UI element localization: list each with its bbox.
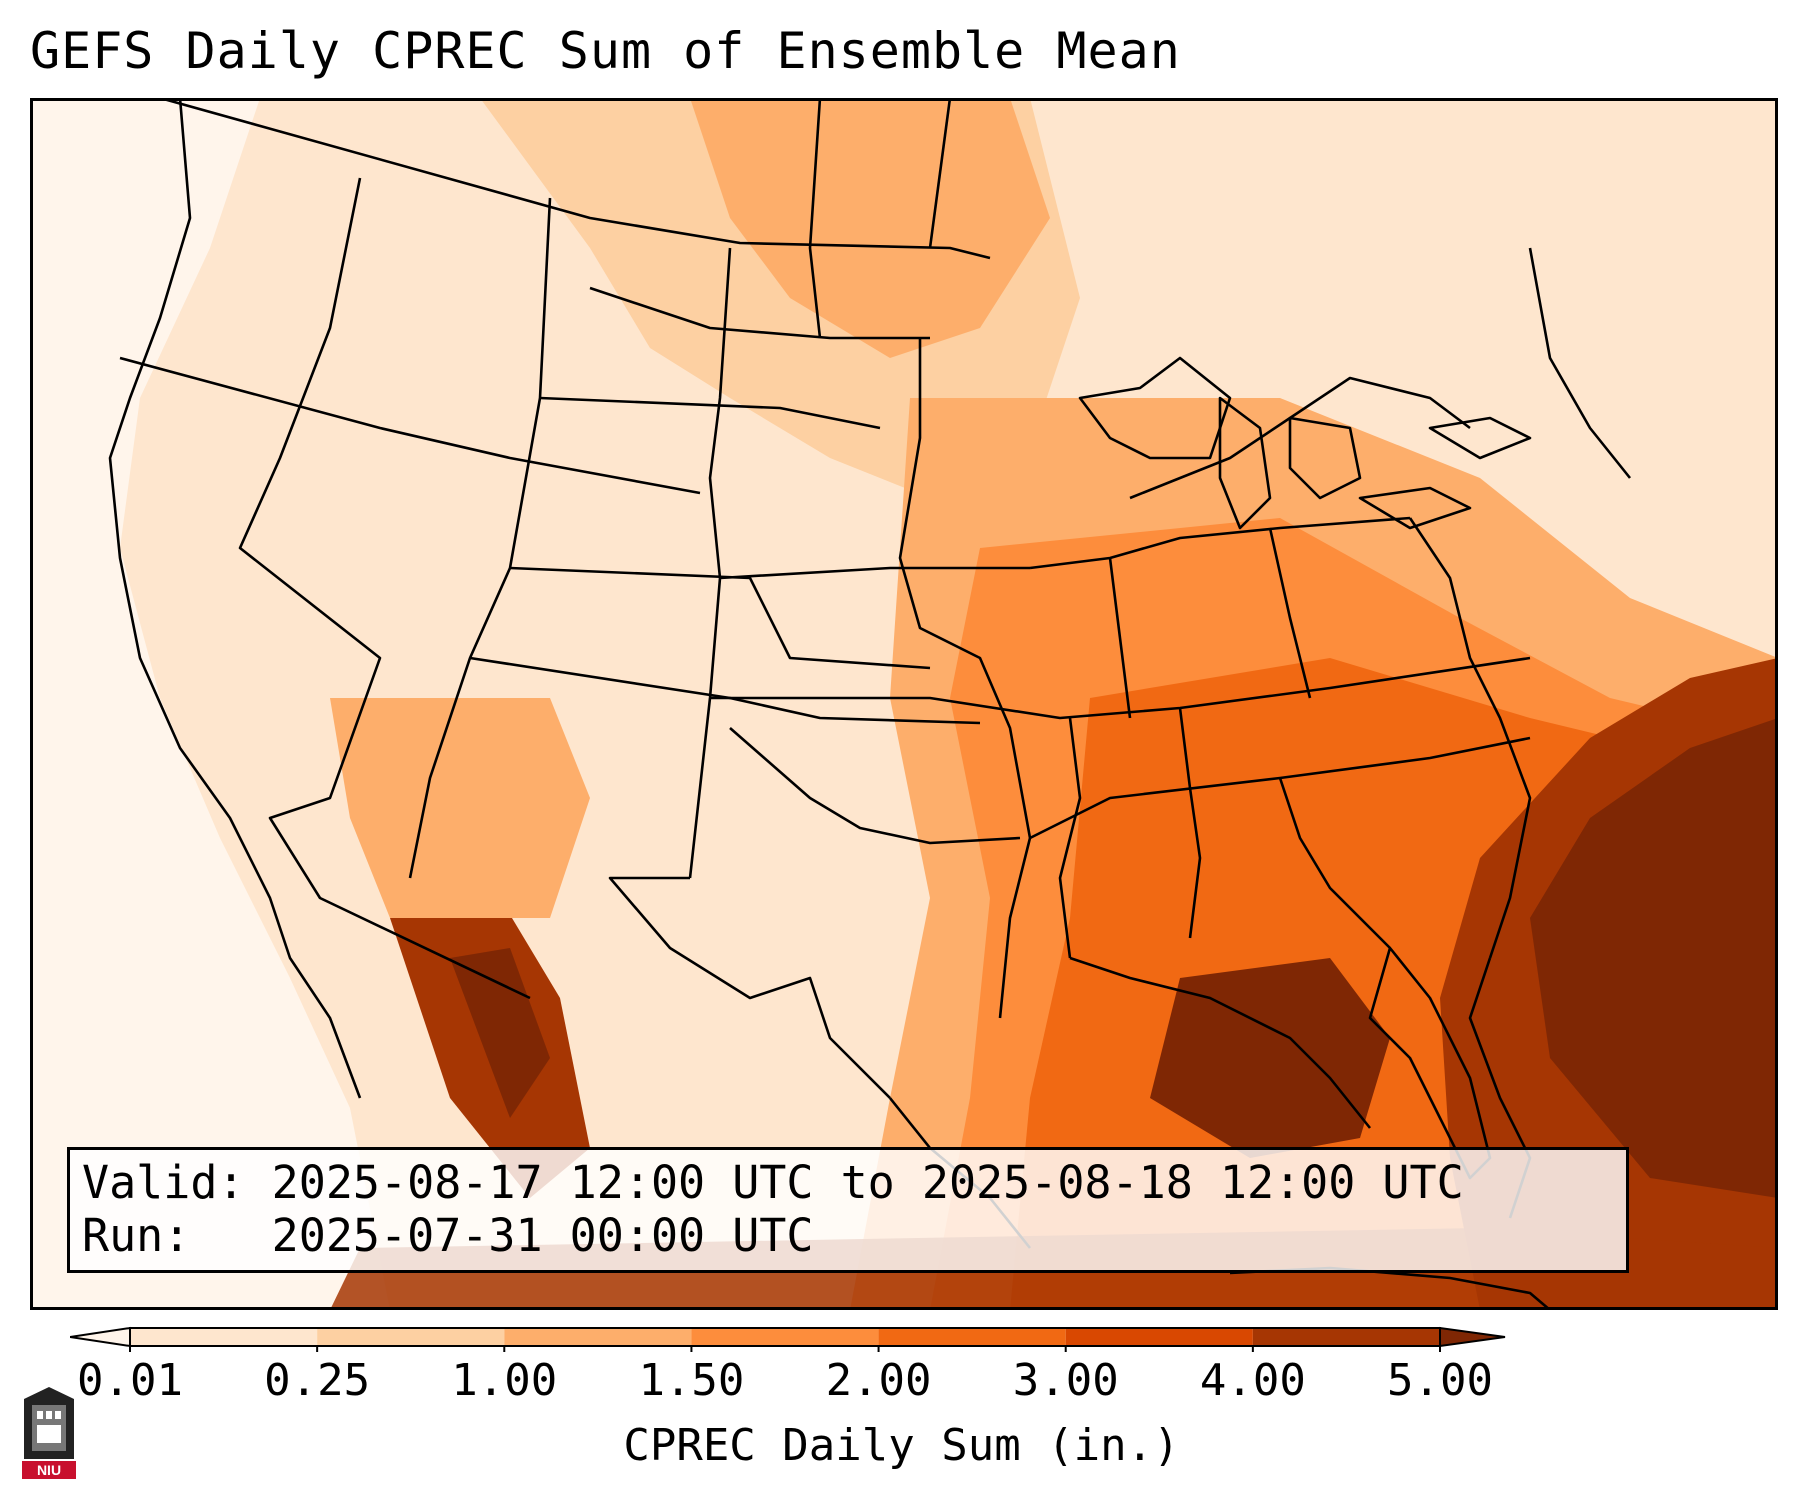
logo-window-icon [55, 1411, 61, 1419]
colorbar-segment [317, 1328, 505, 1346]
colorbar-tick-label: 0.01 [77, 1355, 183, 1406]
precip-field-pacific [30, 98, 390, 1310]
map-title: GEFS Daily CPREC Sum of Ensemble Mean [30, 22, 1181, 80]
precipitation-map [30, 98, 1778, 1310]
colorbar-extend-min [69, 1326, 131, 1348]
logo-banner-icon [22, 1461, 76, 1479]
boundary-lines [108, 98, 1632, 1310]
colorbar-segment [1252, 1328, 1440, 1346]
logo-window-icon [37, 1425, 61, 1443]
colorbar-segment [691, 1328, 879, 1346]
colorbar-label: CPREC Daily Sum (in.) [623, 1420, 1180, 1471]
colorbar-outline [129, 1327, 1441, 1347]
precip-field-atlantic-core [1530, 718, 1778, 1198]
run-time-text: Run: 2025-07-31 00:00 UTC [82, 1209, 814, 1262]
colorbar-tick-label: 1.00 [451, 1355, 558, 1406]
colorbar-tick-label: 5.00 [1387, 1355, 1493, 1406]
precip-field-gulf-core [1150, 958, 1390, 1158]
logo-window-icon [46, 1411, 52, 1419]
colorbar-tick-label: 0.25 [264, 1355, 371, 1406]
logo-text: NIU [37, 1462, 61, 1478]
colorbar-segment [130, 1328, 318, 1346]
colorbar [69, 1312, 1740, 1356]
colorbar-segment [878, 1328, 1066, 1346]
map-border [30, 98, 1778, 1310]
colorbar-tick-label: 3.00 [1012, 1355, 1119, 1406]
colorbar-extend-max [1439, 1326, 1506, 1348]
colorbar-segment [1065, 1328, 1253, 1346]
precip-field-northcentral-core [690, 98, 1050, 358]
logo-window-icon [37, 1411, 43, 1419]
colorbar-segment [504, 1328, 692, 1346]
colorbar-tick-label: 2.00 [825, 1355, 932, 1406]
precip-field-southwest [330, 698, 590, 918]
valid-run-box: Valid: 2025-08-17 12:00 UTC to 2025-08-1… [67, 1147, 1629, 1273]
colorbar-tick-label: 4.00 [1199, 1355, 1306, 1406]
valid-time-text: Valid: 2025-08-17 12:00 UTC to 2025-08-1… [82, 1156, 1464, 1209]
precip-field-mexico-core [450, 948, 550, 1118]
niu-logo: NIU [20, 1385, 78, 1484]
colorbar-tick-label: 1.50 [638, 1355, 745, 1406]
